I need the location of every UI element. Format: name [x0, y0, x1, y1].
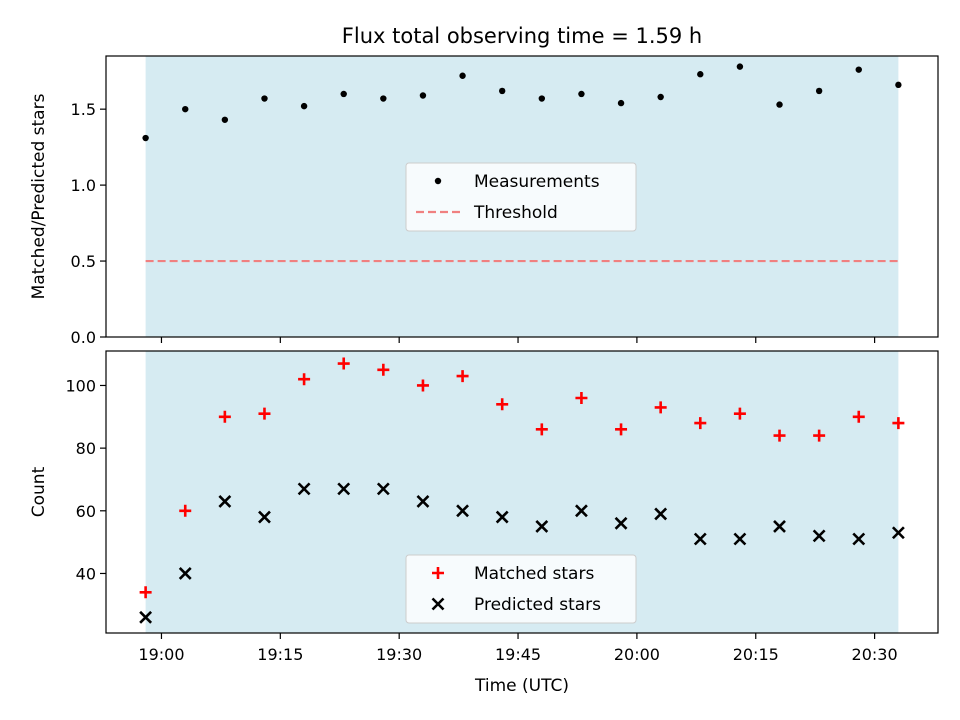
data-point	[891, 526, 905, 540]
data-point	[852, 410, 865, 423]
data-point	[139, 610, 153, 624]
y-tick-label: 1.0	[71, 176, 96, 195]
data-point	[892, 417, 905, 430]
data-point	[617, 99, 625, 107]
data-point	[773, 520, 786, 533]
data-point	[498, 87, 506, 95]
data-point	[654, 401, 667, 414]
x-tick-label: 19:45	[495, 645, 541, 664]
data-point	[733, 407, 746, 420]
data-point	[337, 357, 350, 370]
data-point	[258, 510, 271, 524]
data-point	[218, 410, 231, 423]
data-point	[895, 81, 902, 89]
y-tick-label: 0.5	[71, 252, 96, 271]
x-tick-label: 20:15	[733, 645, 779, 664]
data-point	[773, 429, 786, 442]
data-point	[261, 95, 268, 102]
legend-box	[405, 554, 637, 624]
data-point	[221, 116, 229, 123]
data-point	[535, 423, 548, 436]
data-point	[380, 95, 387, 102]
legend: Measurements Threshold	[405, 162, 637, 232]
data-point	[419, 92, 427, 99]
data-point	[142, 134, 149, 142]
x-tick-label: 19:00	[138, 645, 184, 664]
axes-frame	[105, 55, 939, 338]
data-point	[733, 532, 747, 546]
data-point	[657, 93, 664, 101]
data-point	[615, 423, 628, 436]
data-point	[614, 516, 628, 530]
ratio-panel: 0.0 0.5 1.0 1.5 Matched/Predicted stars Measu…	[29, 55, 939, 347]
legend-box	[405, 162, 637, 232]
data-point	[456, 504, 469, 518]
data-point	[182, 105, 189, 113]
data-point	[812, 529, 826, 543]
y-tick-label: 80	[76, 439, 96, 458]
data-point	[815, 87, 823, 95]
data-point	[538, 95, 546, 102]
chart-title: Flux total observing time = 1.59 h	[342, 24, 702, 48]
data-point	[852, 532, 866, 546]
data-point	[459, 72, 466, 79]
data-point	[218, 494, 232, 508]
data-point	[377, 363, 390, 376]
data-point	[535, 520, 549, 533]
data-point	[776, 101, 783, 108]
x-axis-label: Time (UTC)	[474, 676, 569, 696]
data-point	[813, 429, 826, 442]
data-point	[456, 370, 469, 383]
legend-label: Threshold	[473, 203, 558, 223]
data-point	[340, 90, 347, 98]
count-panel: 40 60 80 100 19:00 19:15 19:30 19:45 20:00 20:15 2…	[29, 350, 939, 664]
legend: Matched stars Predicted stars	[405, 554, 637, 624]
data-point	[496, 398, 509, 411]
legend-label: Matched stars	[474, 564, 594, 584]
y-tick-label: 0.0	[71, 328, 96, 347]
data-point	[654, 507, 668, 521]
y-axis-label: Matched/Predicted stars	[29, 93, 49, 299]
x-tick-label: 19:30	[376, 645, 422, 664]
legend-label: Predicted stars	[474, 595, 601, 615]
axes-frame	[105, 350, 939, 634]
data-point	[693, 532, 707, 546]
data-point	[298, 373, 311, 386]
legend-marker	[432, 567, 444, 579]
data-point	[300, 102, 308, 110]
data-point	[694, 417, 707, 430]
x-tick-label: 19:15	[257, 645, 303, 664]
y-tick-label: 100	[65, 376, 96, 395]
data-point	[855, 66, 862, 73]
legend-marker	[434, 177, 442, 185]
y-tick-label: 1.5	[71, 100, 96, 119]
data-point	[697, 71, 704, 78]
x-tick-label: 20:30	[852, 645, 898, 664]
data-point	[297, 482, 311, 496]
data-point	[139, 586, 152, 599]
data-point	[337, 482, 351, 496]
data-point	[495, 510, 509, 524]
data-point	[736, 63, 744, 70]
data-point	[179, 504, 192, 517]
legend-label: Measurements	[474, 172, 600, 192]
data-point	[578, 90, 585, 98]
data-point	[376, 482, 390, 496]
y-tick-label: 40	[76, 564, 96, 583]
data-point	[416, 379, 429, 392]
data-point	[416, 494, 430, 508]
data-point	[575, 392, 588, 404]
data-point	[575, 504, 588, 518]
legend-marker	[431, 597, 445, 611]
x-tick-label: 20:00	[614, 645, 660, 664]
y-axis-label: Count	[29, 466, 49, 517]
data-point	[258, 407, 271, 420]
y-tick-label: 60	[76, 502, 96, 521]
data-point	[178, 567, 192, 580]
